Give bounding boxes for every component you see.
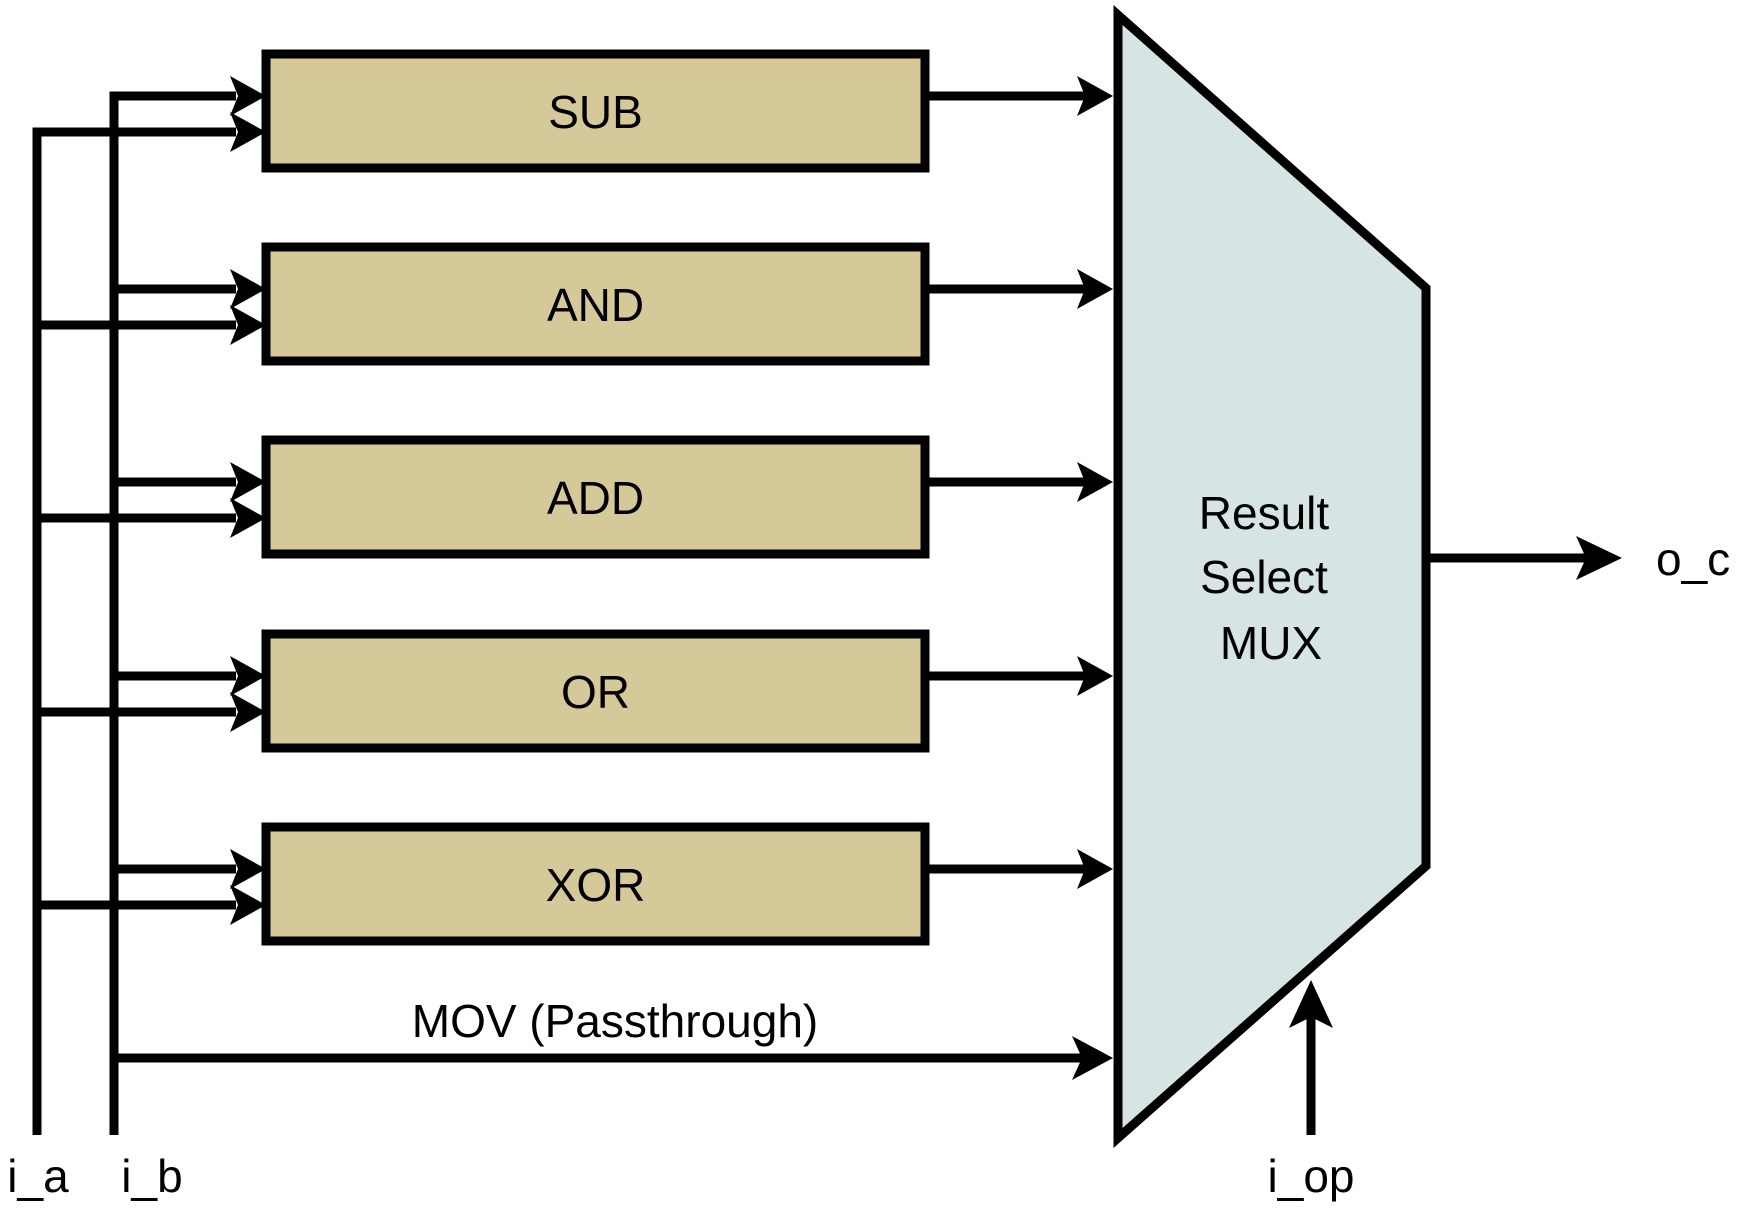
unit-and: AND — [261, 242, 930, 366]
unit-sub: SUB — [261, 49, 930, 173]
xor-label: XOR — [546, 859, 646, 911]
passthrough-label: MOV (Passthrough) — [412, 995, 818, 1047]
mux-label-line2: Select — [1200, 551, 1328, 603]
functional-units: SUB AND ADD OR XOR — [261, 49, 930, 946]
add-input-a-arrowhead — [230, 498, 266, 538]
or-label: OR — [561, 666, 630, 718]
passthrough-path: MOV (Passthrough) — [114, 995, 1113, 1080]
xor-box — [261, 822, 930, 946]
sub-output-arrowhead — [1077, 76, 1113, 116]
xor-input-b-arrowhead — [230, 849, 266, 889]
unit-input-wires — [37, 76, 1113, 925]
bus-b-line — [109, 91, 236, 1135]
add-box — [261, 435, 930, 559]
op-select-path: i_op — [1268, 980, 1355, 1202]
mux-label-line1: Result — [1199, 487, 1330, 539]
xor-output-arrowhead — [1077, 849, 1113, 889]
add-input-b-arrowhead — [230, 462, 266, 502]
or-box — [261, 629, 930, 753]
add-label: ADD — [547, 472, 644, 524]
and-input-b-arrowhead — [230, 269, 266, 309]
add-output-arrowhead — [1077, 462, 1113, 502]
and-label: AND — [547, 279, 644, 331]
unit-add: ADD — [261, 435, 930, 559]
sub-box — [261, 49, 930, 173]
sub-input-b-arrowhead — [230, 76, 266, 116]
output-label: o_c — [1656, 533, 1730, 585]
op-input-label: i_op — [1268, 1150, 1355, 1202]
sub-label: SUB — [548, 86, 643, 138]
input-b-label: i_b — [121, 1150, 182, 1202]
and-box — [261, 242, 930, 366]
op-arrowhead — [1289, 980, 1333, 1028]
and-output-arrowhead — [1077, 269, 1113, 309]
output-arrowhead — [1576, 536, 1622, 580]
mux-body — [1113, 4, 1431, 1148]
sub-input-a-arrowhead — [230, 112, 266, 152]
passthrough-arrowhead — [1072, 1036, 1113, 1080]
output-path: o_c — [1430, 533, 1730, 585]
or-output-arrowhead — [1077, 656, 1113, 696]
unit-xor: XOR — [261, 822, 930, 946]
input-buses — [32, 91, 236, 1135]
result-select-mux: Result Select MUX — [1113, 4, 1431, 1148]
or-input-b-arrowhead — [230, 656, 266, 696]
mux-label-line3: MUX — [1220, 617, 1322, 669]
or-input-a-arrowhead — [230, 692, 266, 732]
unit-or: OR — [261, 629, 930, 753]
input-a-label: i_a — [7, 1150, 69, 1202]
xor-input-a-arrowhead — [230, 885, 266, 925]
and-input-a-arrowhead — [230, 305, 266, 345]
bus-a-line — [32, 127, 116, 1135]
